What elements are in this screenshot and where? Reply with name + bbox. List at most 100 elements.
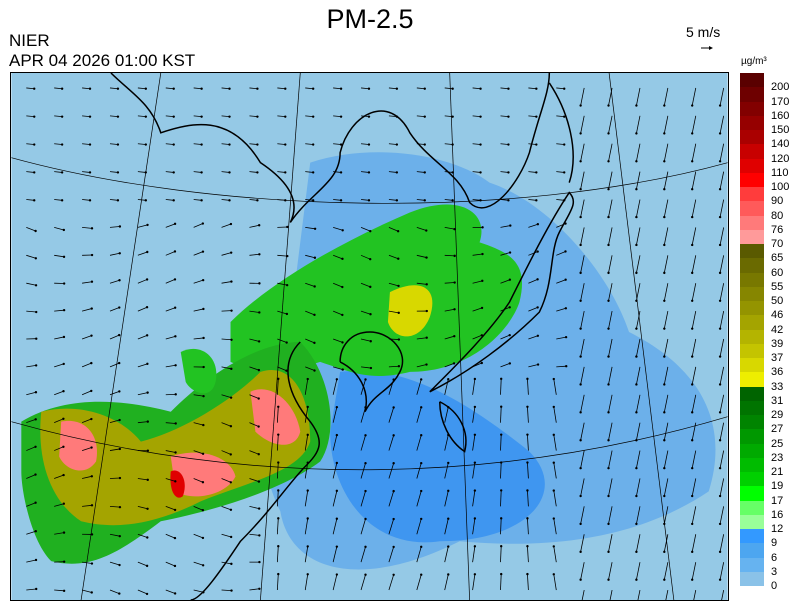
wind-arrow-head (579, 383, 582, 386)
wind-arrow-head (341, 341, 344, 344)
wind-arrow (388, 143, 397, 145)
wind-arrow-head (33, 115, 36, 118)
wind-arrow (305, 115, 314, 118)
wind-arrow-head (718, 104, 722, 107)
wind-arrow (332, 379, 338, 395)
wind-arrow (556, 171, 565, 173)
legend-label: 80 (771, 209, 784, 222)
wind-arrow (416, 227, 427, 231)
wind-arrow (472, 490, 476, 507)
wind-arrow (304, 518, 309, 535)
wind-arrow (609, 589, 613, 600)
wind-arrow-head (118, 252, 121, 255)
wind-arrow-head (508, 278, 512, 281)
wind-arrow (165, 251, 176, 256)
wind-arrow (249, 394, 259, 399)
wind-arrow-head (367, 87, 371, 90)
wind-arrow-head (392, 378, 395, 381)
wind-arrow-head (172, 87, 175, 90)
legend-label: 55 (771, 280, 784, 293)
wind-arrow (137, 478, 148, 481)
wind-arrow-head (663, 104, 666, 107)
wind-arrow-head (718, 411, 722, 414)
wind-arrow (54, 532, 65, 535)
wind-arrow (719, 366, 725, 385)
wind-arrow (553, 546, 557, 563)
wind-arrow-head (635, 243, 638, 247)
wind-arrow (721, 589, 725, 600)
wind-arrow-head (285, 341, 288, 344)
wind-arrow-head (364, 545, 367, 549)
wind-arrow-head (335, 461, 339, 465)
wind-arrow-head (473, 545, 477, 548)
wind-arrow (249, 310, 260, 313)
wind-arrow (388, 282, 399, 287)
wind-arrow-head (663, 188, 666, 191)
wind-arrow-head (146, 478, 149, 482)
wind-arrow-head (34, 473, 37, 476)
wind-arrow-head (174, 393, 177, 396)
wind-arrow (500, 143, 509, 145)
wind-arrow (636, 199, 641, 218)
wind-arrow (719, 143, 725, 162)
wind-arrow (388, 379, 395, 395)
wind-arrow (528, 171, 537, 173)
wind-arrow-head (201, 452, 205, 456)
wind-arrow-head (60, 115, 64, 118)
wind-arrow-head (453, 227, 456, 231)
wind-arrow-head (339, 143, 343, 146)
wind-arrow (305, 310, 315, 316)
legend-label: 37 (771, 352, 784, 364)
wind-arrow-head (90, 280, 94, 283)
wind-arrow-head (607, 215, 610, 219)
wind-arrow (333, 143, 342, 145)
wind-arrow-head (277, 517, 280, 520)
wind-arrow (556, 279, 566, 284)
wind-arrow (82, 199, 91, 201)
legend-color-box (740, 415, 764, 430)
wind-arrow (333, 227, 343, 231)
wind-arrow (82, 87, 91, 90)
wind-arrow-head (535, 143, 538, 146)
wind-arrow (360, 379, 366, 395)
wind-arrow (165, 115, 174, 118)
legend-color-box (740, 400, 764, 415)
wind-arrow (388, 310, 399, 314)
legend-color-box (740, 144, 764, 159)
wind-arrow-head (447, 378, 450, 381)
wind-arrow (608, 171, 613, 190)
wind-arrow-head (718, 439, 722, 442)
wind-arrow (608, 450, 613, 469)
wind-arrow-head (607, 132, 610, 135)
wind-arrow-head (277, 461, 280, 464)
wind-arrow-head (579, 578, 582, 581)
wind-arrow-head (34, 558, 38, 562)
wind-arrow-head (174, 451, 177, 454)
wind-arrow-head (306, 489, 309, 492)
wind-arrow-head (607, 327, 610, 330)
wind-arrow-head (118, 390, 121, 393)
wind-arrow-head (34, 530, 37, 533)
wind-arrow-head (144, 115, 148, 118)
wind-arrow-head (663, 160, 666, 163)
wind-arrow (221, 115, 230, 118)
wind-arrow-head (479, 171, 482, 174)
wind-arrow (580, 143, 585, 162)
wind-arrow-head (229, 535, 233, 539)
wind-arrow-head (90, 253, 94, 257)
legend-label: 110 (771, 166, 789, 179)
wind-arrow-head (579, 439, 582, 442)
wind-arrow (556, 336, 567, 340)
wind-arrow-head (564, 222, 567, 225)
wind-arrow (663, 115, 669, 134)
wind-arrow (500, 406, 502, 423)
wind-arrow (636, 394, 641, 413)
wind-arrow (556, 143, 565, 145)
wind-arrow (332, 546, 338, 563)
wind-arrow (580, 422, 585, 441)
wind-arrow-head (62, 445, 65, 448)
wind-arrow-head (306, 573, 309, 576)
wind-arrow (528, 87, 537, 90)
wind-arrow (109, 561, 120, 566)
wind-arrow-head (228, 171, 231, 174)
